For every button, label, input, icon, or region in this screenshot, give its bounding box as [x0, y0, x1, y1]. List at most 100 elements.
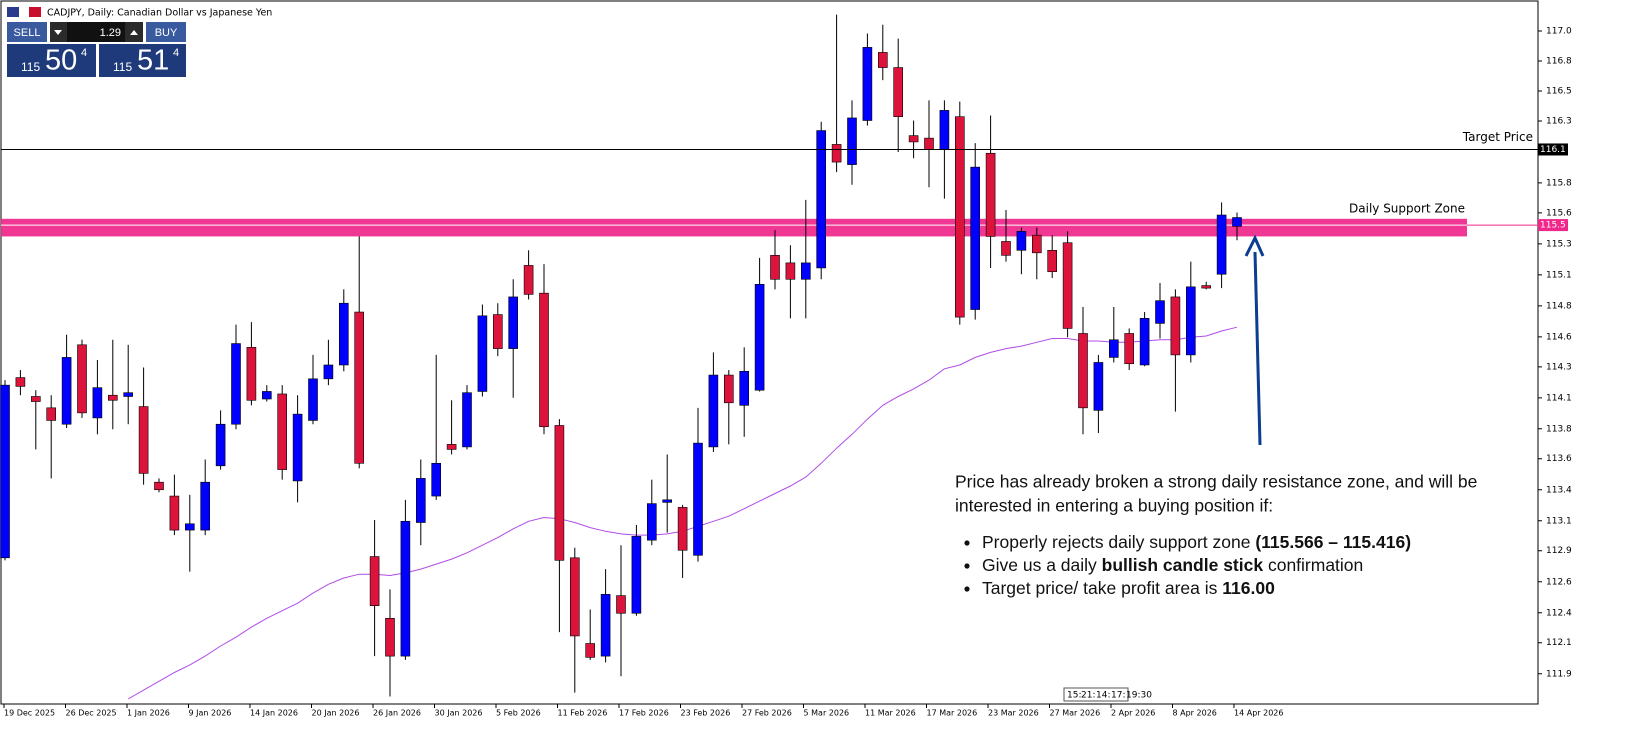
- bullet-part: Target price/ take profit area is: [982, 578, 1222, 598]
- candle-body: [323, 364, 334, 380]
- candle-body: [924, 137, 934, 150]
- time-label: 21:: [1081, 691, 1095, 701]
- candle-body: [492, 314, 503, 349]
- support-zone: [1, 218, 1467, 237]
- menu-icon[interactable]: [7, 7, 19, 17]
- x-tick-label: 14 Jan 2026: [250, 709, 298, 718]
- y-tick-label: 114.1: [1546, 393, 1572, 403]
- up-arrow: [130, 30, 138, 35]
- candle-body: [277, 393, 288, 470]
- y-tick-label: 112.4: [1546, 608, 1572, 618]
- candle-body: [616, 595, 626, 614]
- candle-body: [292, 413, 303, 482]
- candle-body: [1155, 300, 1165, 324]
- candle-body: [970, 166, 981, 310]
- candle-body: [1186, 286, 1196, 356]
- x-tick-label: 1 Jan 2026: [127, 709, 170, 718]
- candle-body: [231, 343, 241, 425]
- buy-label: BUY: [155, 27, 178, 39]
- bullet-part: Give us a daily: [982, 555, 1102, 575]
- candle-body: [908, 135, 919, 143]
- x-tick-label: 17 Mar 2026: [927, 709, 978, 718]
- candle-body: [677, 507, 688, 551]
- y-tick-label: 115.8: [1546, 178, 1572, 188]
- candle-body: [569, 557, 580, 637]
- y-tick-label: 116.8: [1546, 56, 1572, 66]
- x-tick-label: 27 Mar 2026: [1050, 709, 1101, 718]
- candle-body: [539, 292, 549, 428]
- candle-body: [1047, 249, 1057, 273]
- y-tick-label: 113.1: [1546, 516, 1572, 526]
- bid-big: 115: [21, 60, 40, 74]
- ask-point: 4: [173, 47, 179, 59]
- bullet-dot: [964, 540, 970, 546]
- x-tick-label: 8 Apr 2026: [1173, 709, 1217, 718]
- bullet-part: bullish candle stick: [1102, 555, 1264, 575]
- note-line: Price has already broken a strong daily …: [955, 472, 1477, 492]
- candle-body: [0, 384, 10, 559]
- candle-body: [1078, 333, 1088, 409]
- candle-body: [185, 523, 195, 531]
- bullet-part: confirmation: [1263, 555, 1363, 575]
- plot-frame: [0, 0, 1539, 705]
- y-tick-label: 113.4: [1546, 485, 1572, 495]
- y-tick-label: 114.8: [1546, 301, 1572, 311]
- time-label: 17:: [1111, 691, 1125, 701]
- y-tick-label: 113.8: [1546, 424, 1572, 434]
- candle-body: [770, 255, 780, 280]
- candle-body: [847, 117, 857, 165]
- trade-panel: SELL 1.29 BUY 115 50 4 115 51 4: [7, 22, 186, 77]
- candle-body: [1093, 362, 1104, 411]
- candle-body: [1216, 214, 1227, 275]
- y-tick-label: 112.9: [1546, 546, 1572, 556]
- candle-body: [369, 556, 380, 606]
- bid-box[interactable]: [7, 44, 96, 77]
- y-tick-label: 115.1: [1546, 270, 1572, 280]
- candle-body: [646, 503, 657, 541]
- candle-body: [1062, 242, 1073, 329]
- arrow: [1244, 234, 1265, 446]
- x-tick-label: 5 Feb 2026: [496, 709, 541, 718]
- candle-body: [400, 520, 411, 657]
- candle-body: [338, 302, 349, 366]
- y-tick-label: 113.6: [1546, 454, 1572, 464]
- bid-pips: 50: [45, 45, 77, 77]
- ask-box[interactable]: [99, 44, 186, 77]
- candle-body: [431, 462, 442, 497]
- sell-button[interactable]: [7, 22, 47, 42]
- y-tick-label: 116.3: [1546, 116, 1572, 126]
- x-tick-label: 26 Dec 2025: [66, 709, 117, 718]
- candle-body: [385, 618, 395, 657]
- y-tick-label: 112.1: [1546, 638, 1572, 648]
- candle-body: [169, 495, 180, 531]
- candle-body: [1124, 333, 1134, 365]
- candle-body: [631, 536, 642, 614]
- symbol-icon[interactable]: [29, 7, 41, 17]
- y-tick-label: 112.6: [1546, 577, 1572, 587]
- candle-body: [61, 357, 72, 425]
- bullet-part: 116.00: [1222, 578, 1275, 598]
- candle-body: [831, 144, 842, 163]
- buy-button[interactable]: [146, 22, 186, 42]
- y-tick-label: 114.6: [1546, 332, 1572, 342]
- x-tick-label: 2 Apr 2026: [1111, 709, 1155, 718]
- x-tick-label: 20 Jan 2026: [312, 709, 360, 718]
- x-tick-label: 23 Feb 2026: [681, 709, 731, 718]
- bullet-dot: [964, 563, 970, 569]
- zone-label: Daily Support Zone: [1349, 201, 1465, 215]
- bullet-text: Target price/ take profit area is 116.00: [982, 578, 1275, 598]
- candle-body: [739, 370, 750, 406]
- candle-body: [554, 425, 565, 561]
- ask-big: 115: [113, 60, 132, 74]
- lot-box[interactable]: [50, 22, 143, 42]
- candle-body: [816, 130, 827, 269]
- candle-body: [1232, 217, 1242, 227]
- candle-body: [108, 394, 118, 401]
- candle-body: [462, 392, 472, 448]
- time-box: 15: 21: 14: 17: 19:30: [1063, 687, 1152, 702]
- zone-price-label: 115.5: [1540, 221, 1566, 231]
- x-tick-label: 23 Mar 2026: [988, 709, 1039, 718]
- candle-body: [154, 481, 164, 491]
